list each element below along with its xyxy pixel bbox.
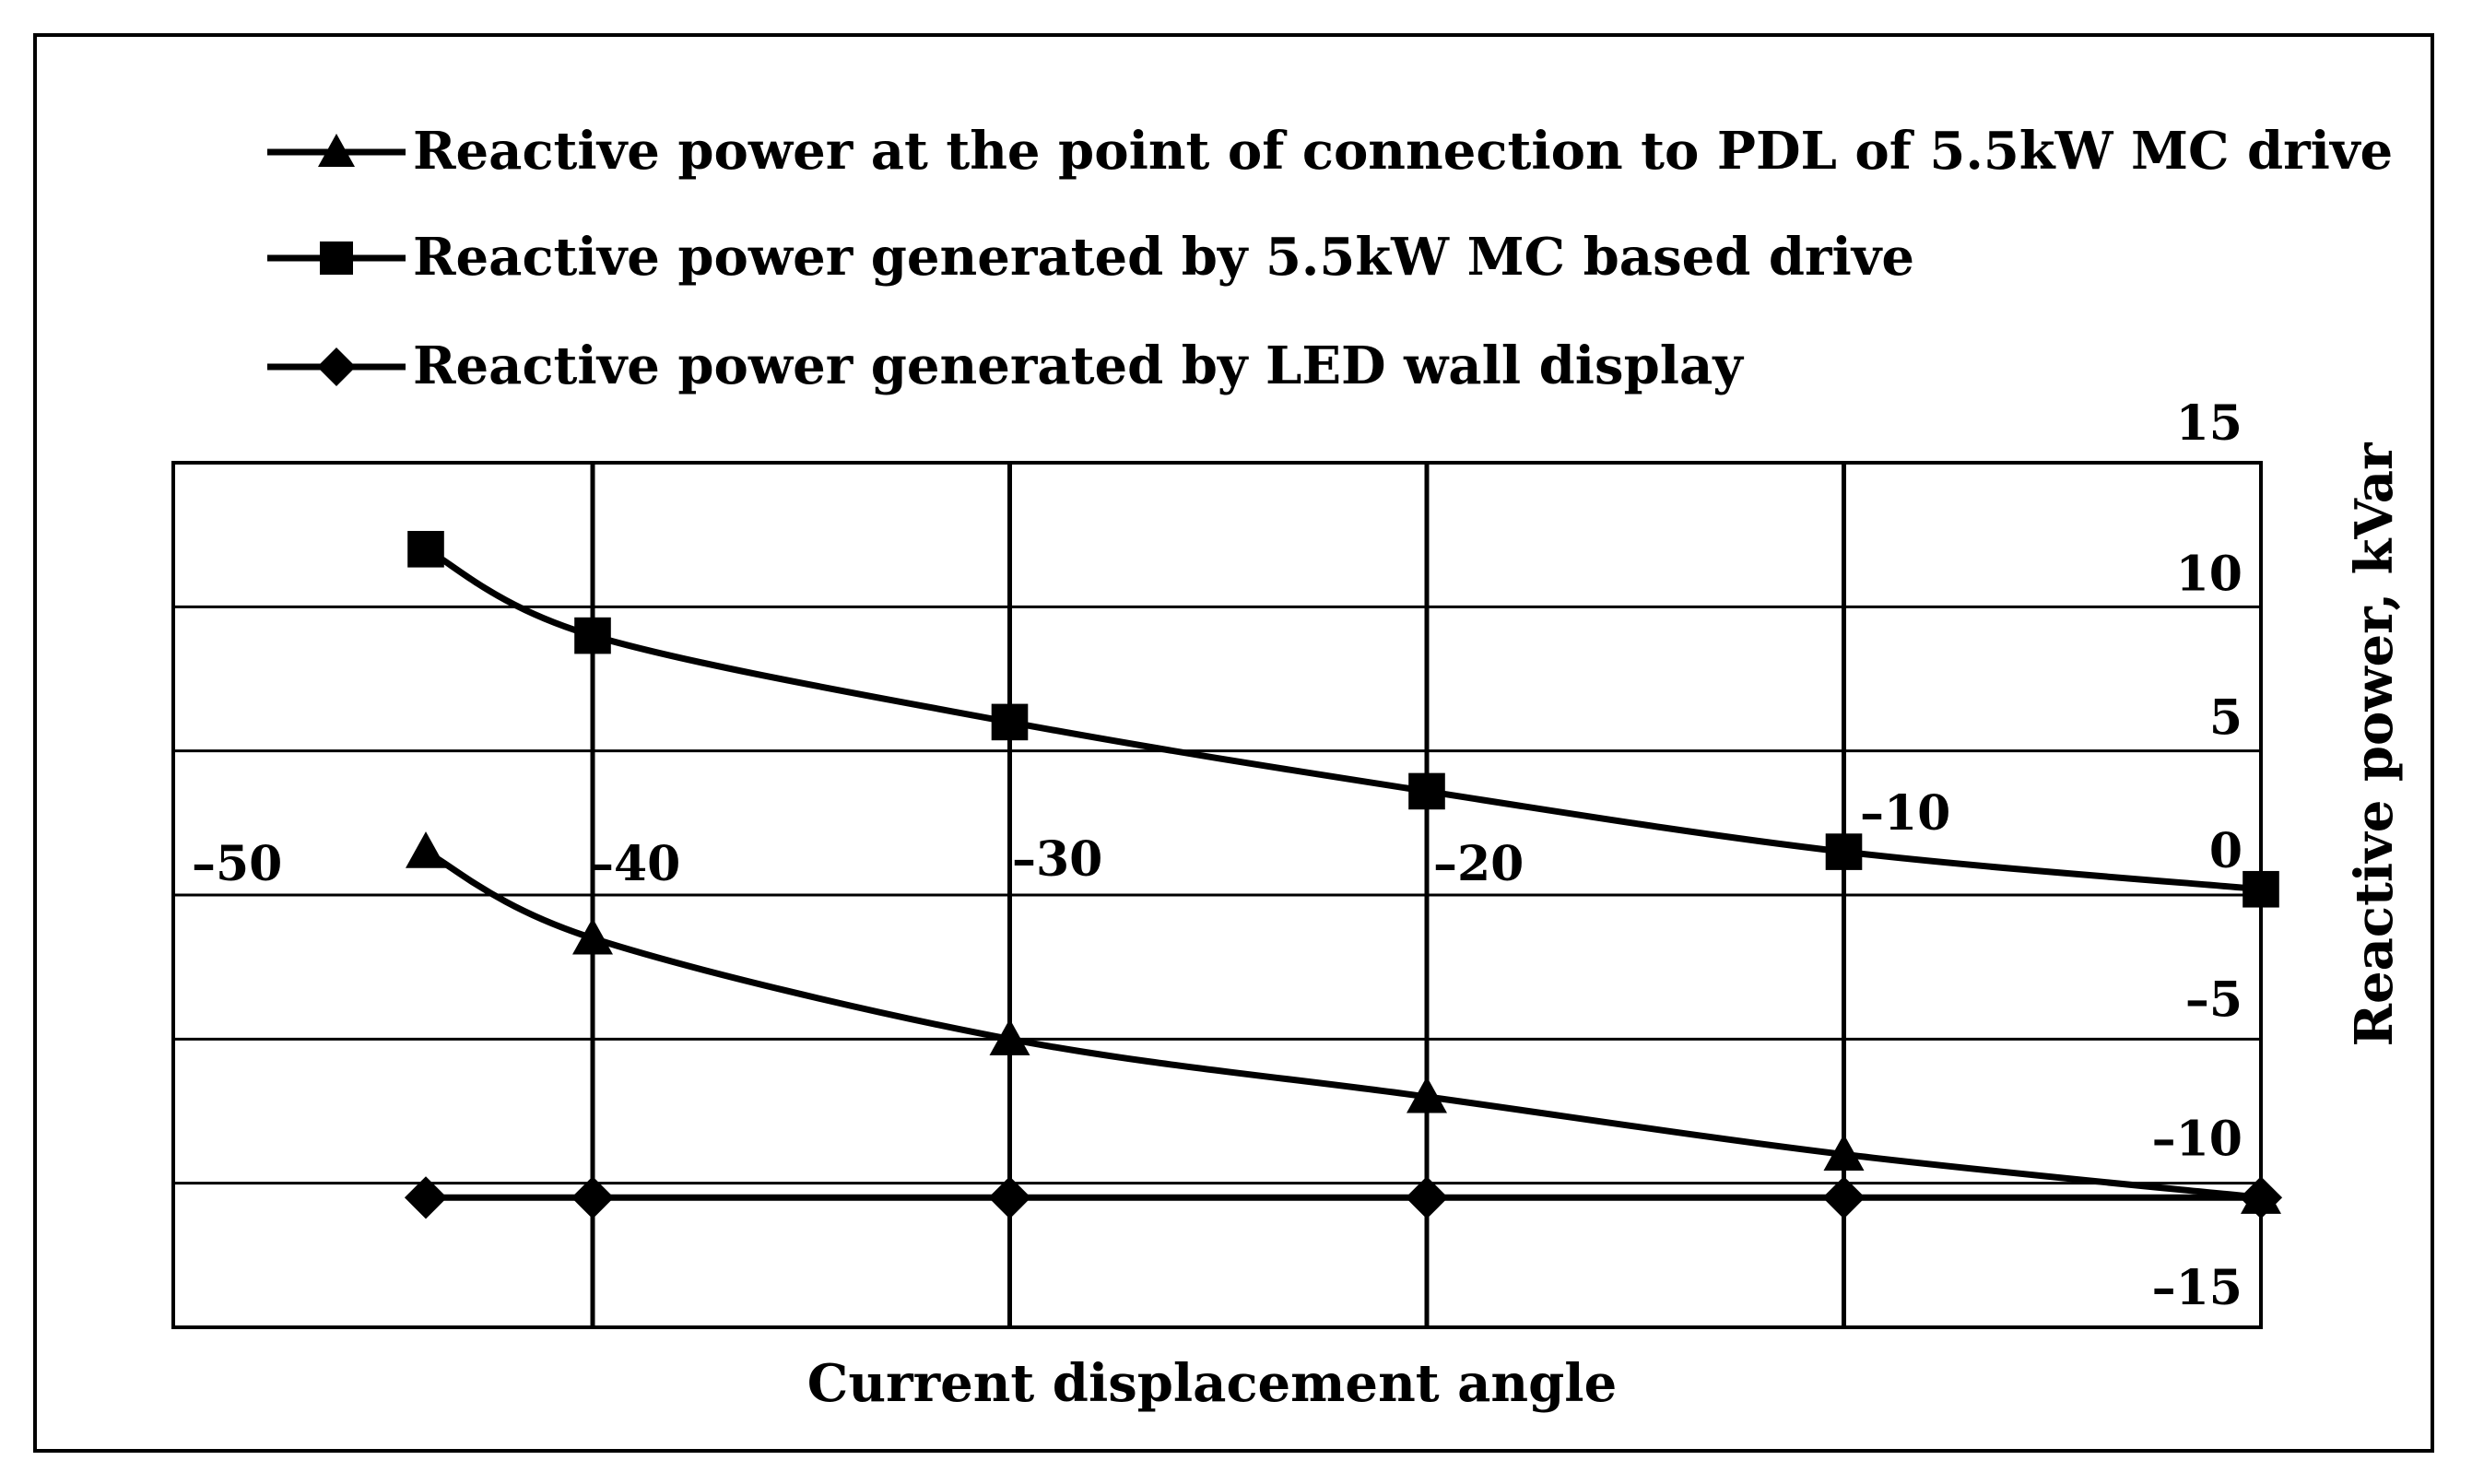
- y-tick-label: 15: [2176, 395, 2242, 452]
- legend-marker: [320, 241, 353, 275]
- data-point: [1823, 1134, 1865, 1171]
- legend-label: Reactive power generated by 5.5kW MC bas…: [413, 227, 1914, 288]
- legend-item: Reactive power at the point of connectio…: [267, 121, 2393, 182]
- y-tick-label: 5: [2209, 690, 2242, 747]
- y-tick-label: –10: [2152, 1112, 2242, 1168]
- series-triangle: [406, 831, 2281, 1214]
- data-point: [989, 1019, 1030, 1055]
- series-diamond: [404, 1176, 2283, 1219]
- legend-marker: [317, 347, 356, 386]
- data-point: [1825, 833, 1863, 870]
- legend: Reactive power at the point of connectio…: [267, 121, 2393, 396]
- y-tick-label: 10: [2176, 546, 2242, 602]
- legend-label: Reactive power generated by LED wall dis…: [413, 336, 1744, 396]
- legend-label: Reactive power at the point of connectio…: [413, 121, 2393, 182]
- x-tick-label: –20: [1433, 836, 1524, 892]
- x-tick-label: –30: [1012, 831, 1102, 888]
- data-point: [1405, 1176, 1449, 1219]
- y-tick-label: –15: [2152, 1260, 2242, 1316]
- x-axis-title: Current displacement angle: [807, 1353, 1617, 1414]
- series-square: [407, 531, 2279, 908]
- legend-marker: [318, 134, 355, 167]
- figure-frame: [33, 33, 2434, 1453]
- y-tick-label: 0: [2209, 823, 2242, 879]
- data-point: [1407, 1076, 1447, 1113]
- data-point: [1408, 772, 1445, 810]
- data-point: [407, 531, 444, 568]
- x-tick-label: –50: [192, 836, 282, 892]
- data-point: [572, 917, 613, 955]
- data-point: [988, 1176, 1031, 1219]
- x-tick-label: –40: [590, 836, 680, 892]
- data-point: [991, 703, 1029, 741]
- tick-labels: –50 –40 –30 –20 –10 15 10 5 0 –5 –10 –15: [192, 395, 2242, 1316]
- y-axis-title: Reactive power, kVar: [2344, 442, 2405, 1047]
- data-point: [571, 1176, 615, 1219]
- legend-item: Reactive power generated by 5.5kW MC bas…: [267, 227, 1914, 288]
- series-line: [424, 546, 2262, 893]
- data-point: [1822, 1176, 1866, 1219]
- data-point: [2239, 1176, 2283, 1219]
- grid: [171, 461, 2263, 1329]
- series-line: [424, 848, 2262, 1201]
- data-point: [406, 831, 446, 868]
- data-point: [2242, 870, 2279, 908]
- legend-item: Reactive power generated by LED wall dis…: [267, 336, 1744, 396]
- data-point: [574, 617, 611, 654]
- y-tick-label: –5: [2185, 972, 2242, 1028]
- data-point: [404, 1176, 448, 1219]
- x-tick-label: –10: [1860, 785, 1950, 842]
- series-layer: [404, 531, 2283, 1219]
